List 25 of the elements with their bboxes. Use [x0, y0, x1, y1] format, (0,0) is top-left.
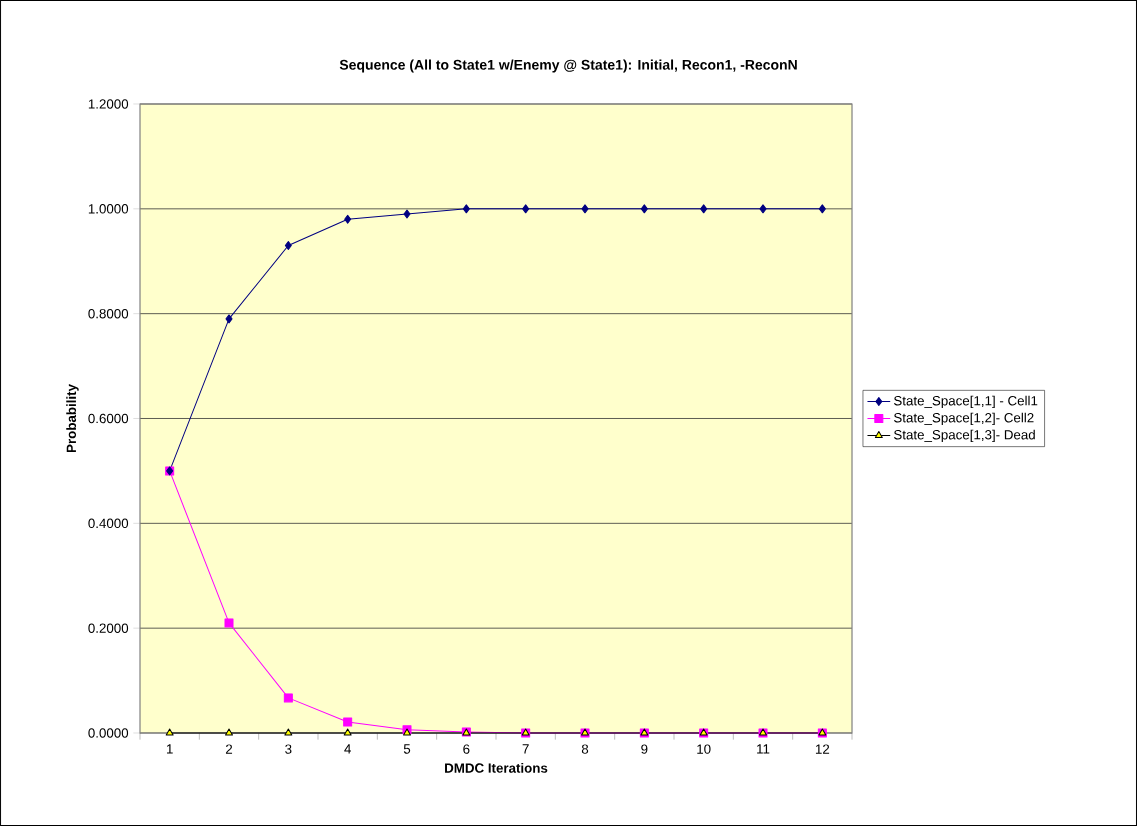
y-tick-label: 0.8000	[88, 308, 129, 319]
y-tick-label: 0.0000	[88, 728, 129, 738]
x-tick-label: 12	[815, 744, 830, 754]
legend-label: State_Space[1,2]- Cell2	[893, 412, 1034, 426]
x-tick-label: 8	[581, 744, 589, 754]
y-tick-label: 0.6000	[88, 413, 129, 424]
x-tick-label: 2	[225, 744, 233, 754]
y-tick-label: 1.0000	[88, 204, 129, 214]
y-tick-label: 0.4000	[88, 518, 129, 529]
x-tick-label: 7	[522, 744, 529, 754]
x-tick-label: 1	[166, 744, 173, 754]
chart-title: Sequence (All to State1 w/Enemy @ State1): Initial, Recon1, -ReconN	[339, 59, 797, 73]
x-tick-label: 6	[463, 744, 470, 754]
y-tick-label: 1.2000	[88, 99, 129, 109]
x-tick-label: 9	[641, 744, 648, 754]
x-tick-label: 3	[285, 744, 292, 754]
x-tick-label: 5	[403, 744, 411, 754]
y-tick-label: 0.2000	[88, 623, 129, 633]
x-tick-label: 10	[697, 744, 711, 754]
y-axis-title: Probability	[66, 384, 79, 453]
x-tick-label: 4	[344, 744, 351, 754]
legend-label: State_Space[1,3]- Dead	[893, 429, 1035, 443]
legend-label: State_Space[1,1] - Cell1	[893, 395, 1038, 409]
x-tick-label: 11	[757, 744, 770, 754]
x-axis-title: DMDC Iterations	[445, 762, 548, 773]
